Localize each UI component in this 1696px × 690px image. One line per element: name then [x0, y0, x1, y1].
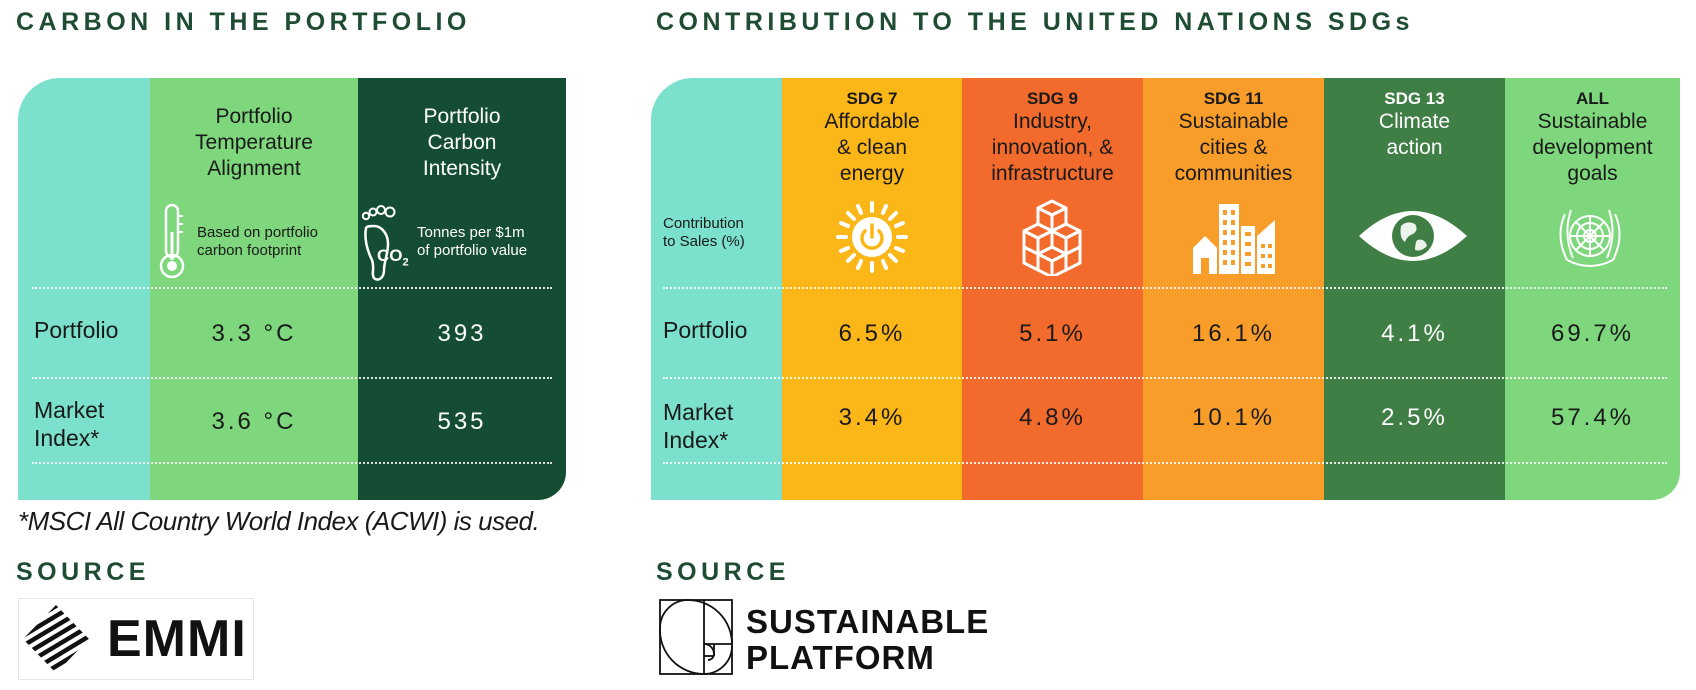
left-source-label: SOURCE [16, 558, 150, 586]
divider [663, 287, 1667, 289]
sdg7-market-index: 3.4% [838, 404, 906, 431]
contribution-label: Contribution to Sales (%) [663, 215, 745, 250]
sdg9-portfolio: 5.1% [1019, 320, 1086, 347]
right-heading: CONTRIBUTION TO THE UNITED NATIONS SDGs [656, 8, 1414, 36]
sdg7-portfolio: 6.5% [838, 320, 906, 347]
sdg-label-column [651, 78, 782, 500]
emmi-logo-mark [23, 605, 89, 673]
footprint-icon [361, 205, 396, 281]
sdg11-column [1143, 78, 1324, 500]
all-sdg-header: ALL Sustainable development goals [1532, 89, 1653, 185]
intensity-market-index: 535 [437, 408, 487, 435]
sdg11-market-index: 10.1% [1191, 404, 1276, 431]
emmi-logo-text: EMMI [107, 610, 247, 668]
row-label-market-index: Market Index* [34, 397, 105, 451]
sdg9-market-index: 4.8% [1019, 404, 1086, 431]
emmi-logo: EMMI [18, 598, 254, 680]
temperature-portfolio: 3.3 °C [211, 320, 297, 347]
sdg9-column [962, 78, 1143, 500]
sdg13-header: SDG 13 Climate action [1378, 89, 1451, 159]
intensity-header: Portfolio Carbon Intensity [422, 105, 502, 180]
label-column [18, 78, 150, 500]
intensity-column [358, 78, 566, 500]
index-footnote: *MSCI All Country World Index (ACWI) is … [18, 506, 540, 536]
intensity-portfolio: 393 [437, 320, 487, 347]
divider [663, 462, 1667, 464]
all-sdg-portfolio: 69.7% [1550, 320, 1635, 347]
thermometer-icon [159, 203, 185, 279]
sdg13-portfolio: 4.1% [1381, 320, 1448, 347]
sdg11-portfolio: 16.1% [1191, 320, 1276, 347]
divider [663, 377, 1667, 379]
sdg7-header: SDG 7 Affordable & clean energy [824, 89, 920, 185]
row-label-portfolio: Portfolio [34, 317, 119, 343]
intensity-note: Tonnes per $1m of portfolio value [417, 224, 528, 259]
sdg-table: Contribution to Sales (%) SDG 7 Affordabl… [651, 78, 1680, 500]
temperature-market-index: 3.6 °C [211, 408, 297, 435]
left-heading: CARBON IN THE PORTFOLIO [16, 8, 471, 36]
platform-name-line2: PLATFORM [746, 639, 935, 676]
sdg13-column [1324, 78, 1505, 500]
sun-power-icon [836, 201, 908, 273]
cubes-icon [1022, 199, 1082, 276]
temperature-note: Based on portfolio carbon footprint [197, 224, 318, 259]
golden-spiral-logo-mark [659, 599, 733, 675]
carbon-table: Portfolio Temperature Alignment Based on p… [18, 78, 566, 500]
earth-eye-icon [1359, 211, 1467, 261]
all-sdg-market-index: 57.4% [1550, 404, 1635, 431]
divider [32, 287, 552, 289]
sdg11-header: SDG 11 Sustainable cities & communities [1174, 89, 1293, 185]
temperature-column [150, 78, 358, 500]
un-emblem-icon [1559, 209, 1621, 267]
all-sdg-column [1505, 78, 1680, 500]
sdg7-column [782, 78, 962, 500]
co2-label: CO2 [377, 246, 409, 269]
sustainable-platform-logo: SUSTAINABLE PLATFORM [658, 598, 988, 678]
divider [32, 462, 552, 464]
temperature-header: Portfolio Temperature Alignment [195, 105, 313, 180]
platform-name-line1: SUSTAINABLE [746, 603, 990, 640]
right-source-label: SOURCE [656, 558, 790, 586]
sdg9-header: SDG 9 Industry, innovation, & infrastructu… [991, 89, 1114, 185]
row-label-portfolio: Portfolio [663, 317, 748, 343]
divider [32, 377, 552, 379]
city-buildings-icon [1193, 204, 1275, 274]
sdg13-market-index: 2.5% [1381, 404, 1448, 431]
row-label-market-index: Market Index* [663, 399, 734, 453]
